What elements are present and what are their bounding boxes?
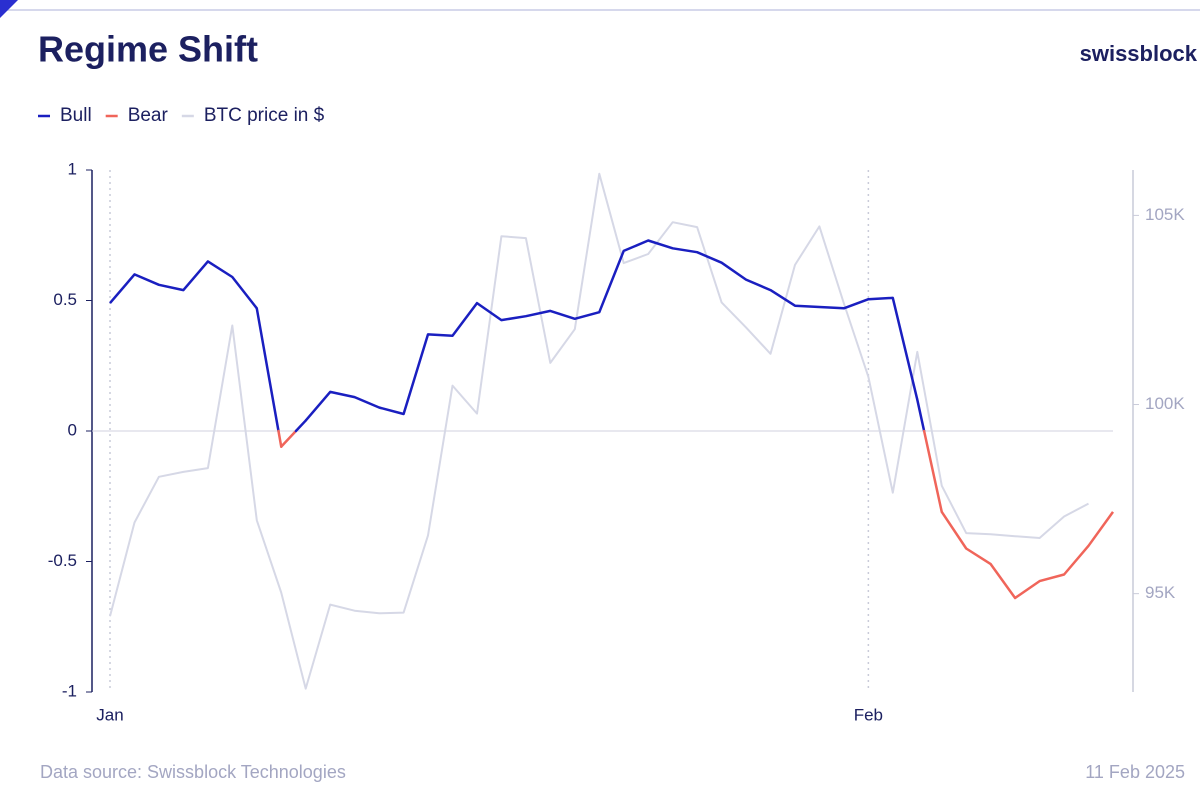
transition-segment (279, 429, 298, 448)
series-line (109, 239, 919, 422)
y-tick-label: 1 (68, 159, 77, 178)
y2-tick-label: 100K (1145, 394, 1185, 413)
transition-segment (255, 307, 280, 433)
legend-label: BTC price in $ (204, 105, 325, 126)
x-tick-label: Jan (96, 705, 123, 724)
y2-tick-label: 95K (1145, 583, 1176, 602)
y-tick-label: -0.5 (48, 551, 77, 570)
legend-label: Bull (60, 105, 92, 126)
y2-tick-label: 105K (1145, 205, 1185, 224)
y-tick-label: 0 (68, 420, 77, 439)
x-tick-label: Feb (854, 705, 883, 724)
transition-segment (294, 419, 307, 433)
corner-mark (0, 0, 18, 18)
y-tick-label: -1 (62, 681, 77, 700)
transition-segment (922, 429, 944, 514)
y-tick-label: 0.5 (53, 290, 77, 309)
transition-segment (277, 429, 283, 448)
brand: swissblock (1080, 41, 1198, 66)
series-line (109, 172, 1089, 690)
source: Data source: Swissblock Technologies (40, 762, 346, 782)
transition-segment (916, 398, 926, 433)
series-line (940, 511, 1115, 600)
legend-label: Bear (128, 105, 169, 126)
date: 11 Feb 2025 (1085, 762, 1185, 782)
chart-title: Regime Shift (38, 29, 258, 70)
